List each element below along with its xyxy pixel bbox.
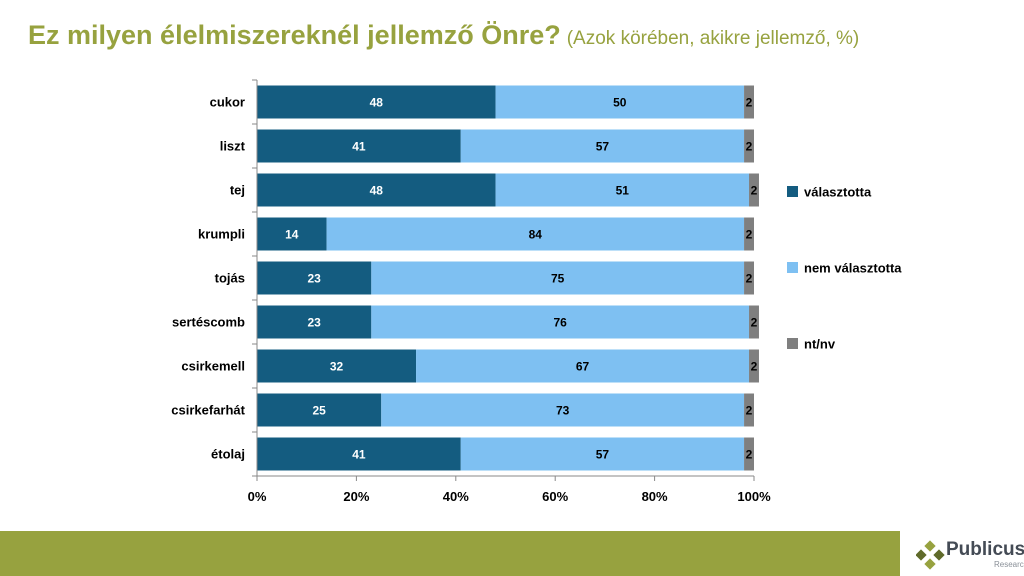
logo-tagline: Research (994, 560, 1024, 569)
data-label: 48 (370, 96, 384, 110)
bar-segment (744, 393, 754, 427)
bar-segment (744, 85, 754, 119)
data-label: 2 (746, 404, 753, 418)
title-main: Ez milyen élelmiszereknél jellemző Önre? (28, 20, 561, 50)
bar-segment (744, 129, 754, 163)
footer-bar (0, 531, 900, 576)
data-label: 2 (746, 140, 753, 154)
bar-segment (257, 437, 461, 471)
legend-swatch (787, 338, 798, 350)
data-label: 41 (352, 448, 366, 462)
x-tick-label: 100% (737, 489, 771, 504)
data-label: 2 (746, 272, 753, 286)
category-label: étolaj (211, 447, 245, 462)
data-label: 41 (352, 140, 366, 154)
data-label: 32 (330, 360, 344, 374)
data-label: 2 (751, 316, 758, 330)
legend-item-nt-nv: nt/nv (787, 335, 835, 353)
bar-segment (371, 305, 750, 339)
data-label: 57 (596, 448, 610, 462)
bar-segment (749, 305, 759, 339)
logo-wordmark: Publicus (946, 539, 1024, 560)
data-label: 2 (751, 184, 758, 198)
data-label: 57 (596, 140, 610, 154)
bar-segment (460, 437, 745, 471)
data-label: 75 (551, 272, 565, 286)
legend-swatch (787, 262, 798, 274)
data-label: 50 (613, 96, 627, 110)
data-label: 25 (312, 404, 326, 418)
bar-segment (744, 261, 754, 295)
x-tick-label: 60% (542, 489, 568, 504)
legend-label: nem választotta (804, 260, 902, 276)
bar-segment (749, 173, 759, 207)
category-label: cukor (210, 95, 245, 110)
category-label: tej (230, 183, 245, 198)
publicus-logo-icon (916, 540, 945, 570)
bar-segment (257, 217, 327, 251)
bar-segment (744, 437, 754, 471)
bar-segment (495, 85, 745, 119)
bar-segment (749, 349, 759, 383)
x-tick-label: 80% (642, 489, 668, 504)
data-label: 23 (307, 316, 321, 330)
data-label: 76 (553, 316, 567, 330)
legend-item-nem-valasztotta: nem választotta (787, 259, 902, 277)
bar-segment (257, 261, 372, 295)
category-label: krumpli (198, 227, 245, 242)
category-label: sertéscomb (172, 315, 245, 330)
title-subtitle: (Azok körében, akikre jellemző, %) (566, 28, 860, 49)
legend-swatch (787, 186, 798, 198)
data-label: 84 (529, 228, 543, 242)
category-label: csirkemell (181, 359, 245, 374)
data-label: 73 (556, 404, 570, 418)
bar-segment (371, 261, 745, 295)
bar-segment (381, 393, 745, 427)
data-label: 14 (285, 228, 299, 242)
data-label: 51 (616, 184, 630, 198)
bar-segment (326, 217, 745, 251)
data-label: 23 (307, 272, 321, 286)
x-tick-label: 0% (248, 489, 267, 504)
data-label: 2 (746, 228, 753, 242)
category-label: csirkefarhát (171, 403, 245, 418)
bar-segment (257, 349, 417, 383)
data-label: 2 (751, 360, 758, 374)
data-label: 2 (746, 96, 753, 110)
bar-segment (257, 173, 496, 207)
bar-segment (257, 85, 496, 119)
legend-label: választotta (804, 184, 872, 200)
data-label: 2 (746, 448, 753, 462)
bar-segment (460, 129, 745, 163)
bar-segment (495, 173, 750, 207)
page-title: Ez milyen élelmiszereknél jellemző Önre?… (28, 20, 859, 51)
data-label: 67 (576, 360, 590, 374)
x-tick-label: 40% (443, 489, 469, 504)
bar-segment (416, 349, 750, 383)
bar-segment (257, 129, 461, 163)
bar-segment (744, 217, 754, 251)
legend-item-valasztotta: választotta (787, 183, 871, 201)
bar-segment (257, 305, 372, 339)
data-label: 48 (370, 184, 384, 198)
category-label: tojás (215, 271, 245, 286)
legend-label: nt/nv (804, 336, 836, 352)
bar-segment (257, 393, 382, 427)
category-label: liszt (220, 139, 246, 154)
x-tick-label: 20% (343, 489, 369, 504)
